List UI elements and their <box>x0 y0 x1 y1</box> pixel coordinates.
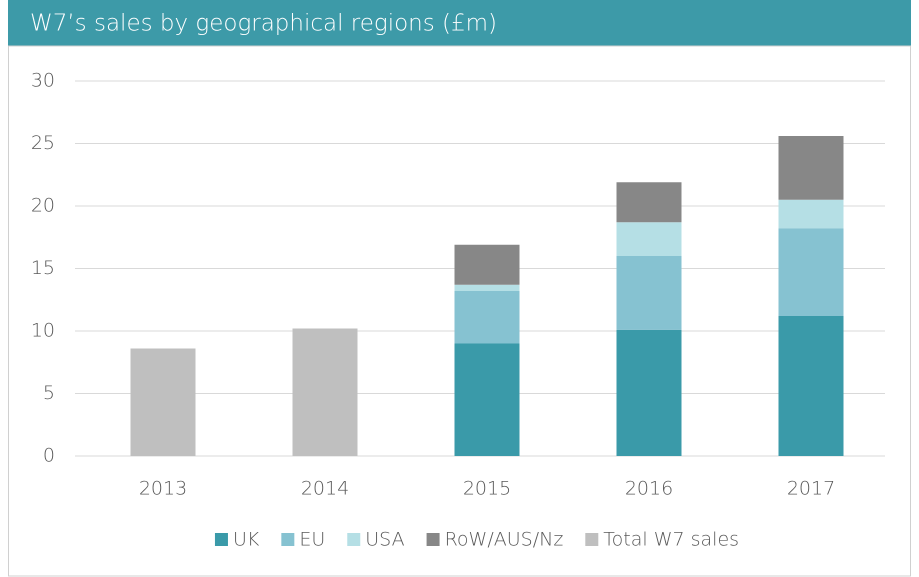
bar-segment <box>616 329 682 456</box>
bar-segment <box>616 256 682 330</box>
y-tick-label: 0 <box>43 445 55 467</box>
x-tick-label: 2015 <box>463 478 511 500</box>
y-tick-label: 10 <box>31 320 55 342</box>
y-tick-label: 30 <box>31 70 55 92</box>
legend-label: USA <box>365 529 404 551</box>
legend-swatch <box>347 533 361 546</box>
legend-swatch <box>585 533 599 546</box>
title-bar <box>8 0 911 46</box>
chart-border <box>8 45 911 577</box>
legend-swatch <box>281 533 295 546</box>
bar-segment <box>616 222 682 256</box>
bar-segment <box>454 343 520 456</box>
legend-label: RoW/AUS/Nz <box>445 529 564 551</box>
bar-segment <box>454 244 520 285</box>
y-tick-label: 15 <box>31 257 55 279</box>
x-tick-label: 2017 <box>787 478 835 500</box>
legend-label: UK <box>233 529 260 551</box>
bar-segment <box>778 199 844 229</box>
y-tick-label: 20 <box>31 195 55 217</box>
chart-title: W7’s sales by geographical regions (£m) <box>30 11 497 37</box>
legend-swatch <box>214 533 228 546</box>
bar-segment <box>778 316 844 456</box>
y-tick-label: 5 <box>43 382 55 404</box>
bar-segment <box>130 348 196 456</box>
bar-segment <box>778 228 844 316</box>
y-tick-label: 25 <box>31 132 55 154</box>
bar-segment <box>292 328 358 456</box>
legend-swatch <box>426 533 440 546</box>
bar-segment <box>454 284 520 291</box>
x-tick-label: 2014 <box>301 478 349 500</box>
x-tick-label: 2013 <box>139 478 187 500</box>
bar-segment <box>616 182 682 223</box>
legend-label: Total W7 sales <box>603 529 739 551</box>
x-tick-label: 2016 <box>625 478 673 500</box>
legend-label: EU <box>299 529 325 551</box>
bar-segment <box>778 136 844 200</box>
bar-segment <box>454 291 520 344</box>
